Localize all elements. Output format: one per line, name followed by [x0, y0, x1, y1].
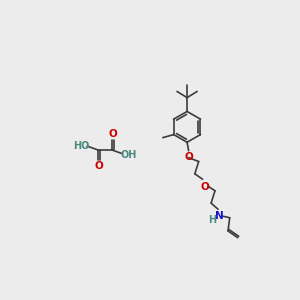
Text: OH: OH: [121, 150, 137, 160]
Text: O: O: [200, 182, 209, 191]
Text: O: O: [94, 161, 103, 171]
Text: H: H: [208, 214, 217, 225]
Text: HO: HO: [73, 141, 89, 151]
Text: O: O: [108, 129, 117, 139]
Text: N: N: [215, 211, 224, 221]
Text: O: O: [184, 152, 193, 162]
